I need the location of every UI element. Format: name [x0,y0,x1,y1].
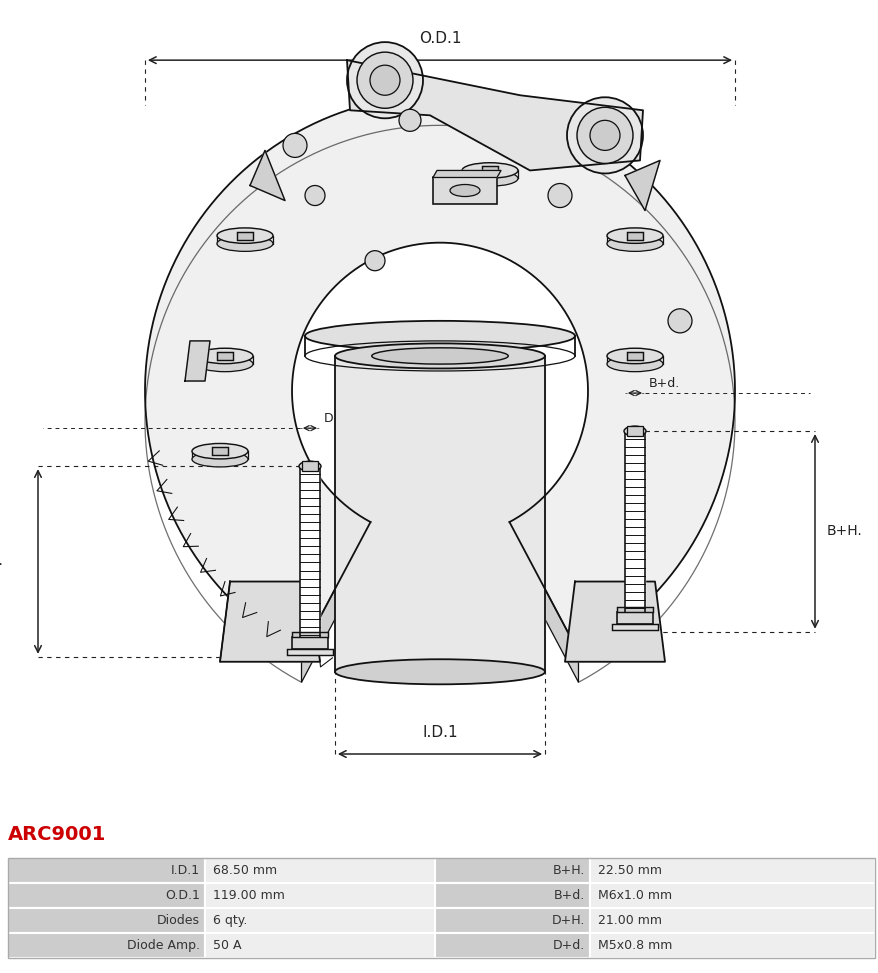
Ellipse shape [217,228,273,243]
Polygon shape [509,523,578,682]
Circle shape [667,308,691,333]
Bar [589,858,874,883]
Bar [626,426,643,436]
Ellipse shape [335,660,544,684]
Bar [217,352,233,360]
Bar [8,883,205,908]
Bar [237,232,253,239]
Ellipse shape [335,343,544,369]
Bar [435,858,589,883]
Polygon shape [145,95,734,652]
Bar [205,933,435,958]
Ellipse shape [191,444,248,459]
Bar [626,352,643,360]
Text: D+d.: D+d. [552,939,585,952]
Text: B+d.: B+d. [553,889,585,902]
Polygon shape [347,60,643,170]
Bar [8,858,205,883]
Bar [286,649,333,655]
Text: I.D.1: I.D.1 [170,864,200,877]
Text: D+H.: D+H. [0,555,3,568]
Text: O.D.1: O.D.1 [165,889,200,902]
Polygon shape [249,151,284,200]
Bar [589,933,874,958]
Text: 68.50 mm: 68.50 mm [212,864,277,877]
Bar [611,624,658,630]
Bar [205,883,435,908]
Text: M6x1.0 mm: M6x1.0 mm [597,889,672,902]
Ellipse shape [217,235,273,251]
Ellipse shape [607,356,662,372]
Bar [433,177,496,203]
Polygon shape [433,170,500,177]
Text: 50 A: 50 A [212,939,241,952]
Circle shape [370,65,399,95]
Ellipse shape [299,461,320,471]
Bar [616,612,652,624]
Text: B+d.: B+d. [648,377,680,390]
Bar [8,908,205,933]
Text: D+d.: D+d. [324,413,356,425]
Text: 21.00 mm: 21.00 mm [597,914,661,927]
Bar [291,631,327,636]
Circle shape [547,184,572,207]
Bar [626,232,643,239]
Ellipse shape [462,162,517,178]
Bar [8,858,874,958]
Bar [205,858,435,883]
Text: D+H.: D+H. [551,914,585,927]
Polygon shape [565,582,665,662]
Circle shape [283,133,306,158]
Circle shape [566,97,643,173]
Bar [435,908,589,933]
Ellipse shape [607,235,662,251]
Text: Diodes: Diodes [157,914,200,927]
Bar [589,883,874,908]
Text: 6 qty.: 6 qty. [212,914,247,927]
Ellipse shape [371,347,507,364]
Ellipse shape [623,426,645,436]
Ellipse shape [191,451,248,467]
Bar [435,933,589,958]
Ellipse shape [607,228,662,243]
Bar [8,933,205,958]
Bar [589,908,874,933]
Ellipse shape [607,348,662,364]
Ellipse shape [450,185,479,197]
Bar [481,166,498,174]
Text: Diode Amp.: Diode Amp. [126,939,200,952]
Polygon shape [624,161,659,210]
Bar [616,606,652,612]
Circle shape [305,186,325,205]
Text: M5x0.8 mm: M5x0.8 mm [597,939,672,952]
Text: 22.50 mm: 22.50 mm [597,864,661,877]
Bar [302,461,318,471]
Bar [212,448,227,455]
Circle shape [347,42,422,119]
Bar [205,908,435,933]
Circle shape [356,53,413,108]
Ellipse shape [197,356,253,372]
Bar [435,883,589,908]
Polygon shape [220,582,320,662]
Text: I.D.1: I.D.1 [421,725,457,739]
Polygon shape [184,341,210,381]
Text: B+H.: B+H. [826,524,862,538]
Ellipse shape [197,348,253,364]
Polygon shape [301,523,371,682]
Circle shape [364,251,385,270]
Ellipse shape [462,170,517,186]
Circle shape [589,121,619,151]
Text: ARC9001: ARC9001 [8,825,106,845]
Text: 119.00 mm: 119.00 mm [212,889,284,902]
Polygon shape [299,466,320,636]
Bar [291,636,327,649]
Polygon shape [335,356,544,671]
Text: O.D.1: O.D.1 [418,31,461,46]
Ellipse shape [305,321,574,351]
Polygon shape [624,431,644,612]
Text: B+H.: B+H. [552,864,585,877]
Circle shape [576,107,632,163]
Circle shape [399,109,421,131]
